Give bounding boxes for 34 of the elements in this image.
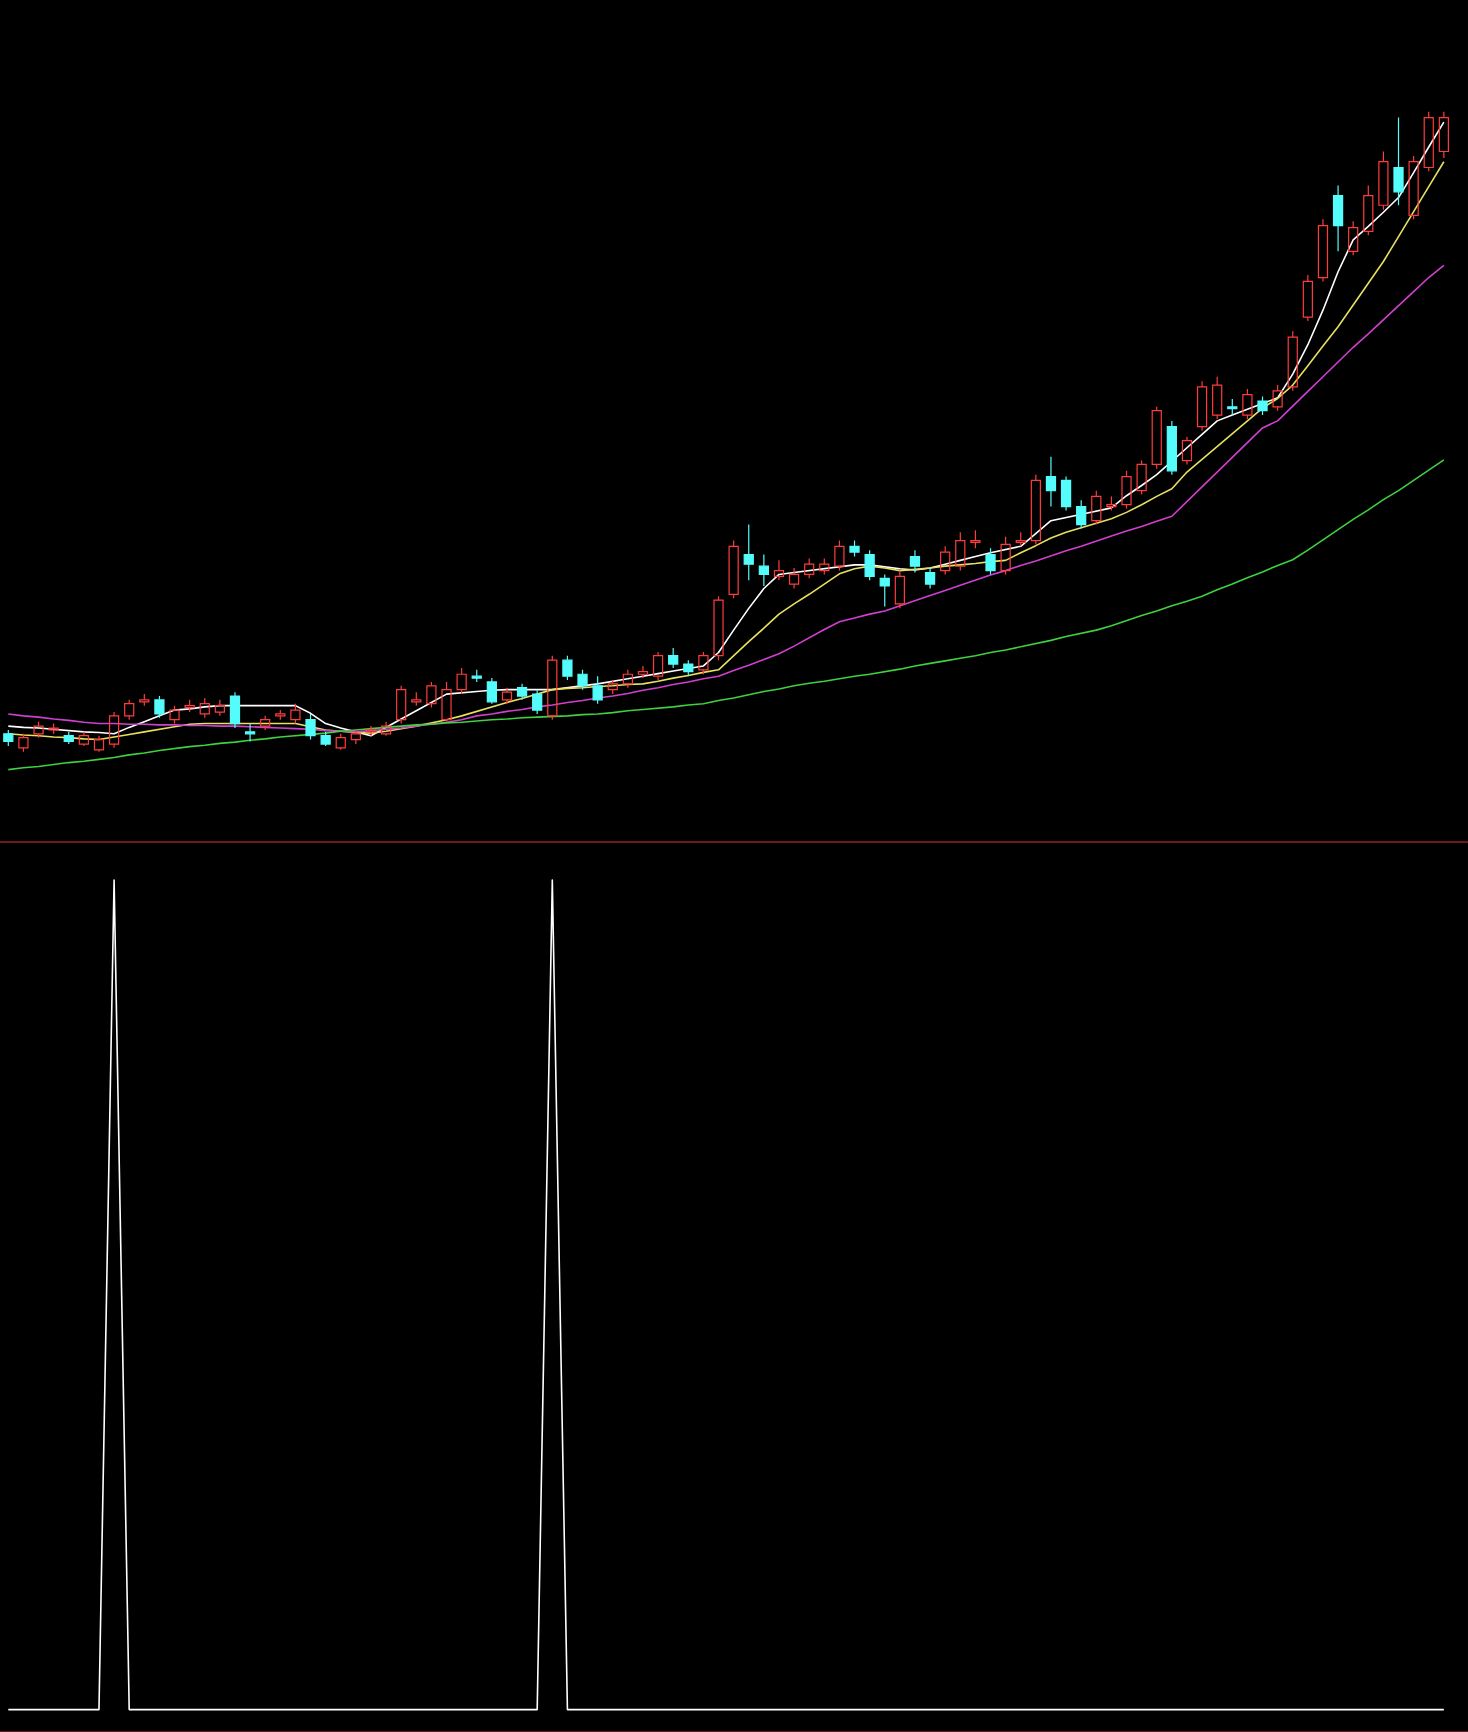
candlestick [350, 729, 361, 745]
candlestick [758, 554, 769, 587]
candlestick [501, 687, 513, 705]
candlestick [108, 711, 120, 749]
candlestick [1196, 380, 1208, 432]
candlestick [214, 699, 225, 717]
candlestick [93, 735, 105, 753]
candlestick [1030, 474, 1041, 545]
candlestick [637, 665, 649, 679]
candlestick [652, 651, 664, 681]
candlestick [380, 721, 392, 737]
candlestick [244, 722, 256, 743]
candlestick [894, 570, 905, 609]
candlestick [1166, 420, 1177, 476]
candlestick [1317, 218, 1329, 282]
candlestick [879, 573, 890, 608]
candlestick [1045, 456, 1057, 508]
candlestick [78, 731, 89, 747]
candlestick [773, 559, 785, 581]
candlestick [788, 567, 800, 590]
candlestick [516, 683, 528, 701]
candlestick [1332, 184, 1344, 252]
candlestick [1393, 116, 1404, 206]
candlestick [1438, 111, 1449, 159]
candlestick [229, 691, 241, 729]
candlestick [924, 567, 936, 590]
candlestick [622, 669, 633, 689]
candlestick [1302, 274, 1313, 322]
candlestick [1181, 436, 1193, 465]
candlestick [909, 549, 921, 574]
candlestick [365, 725, 377, 737]
candlestick [1060, 475, 1072, 512]
candlestick [486, 677, 497, 705]
candlestick [743, 523, 754, 581]
